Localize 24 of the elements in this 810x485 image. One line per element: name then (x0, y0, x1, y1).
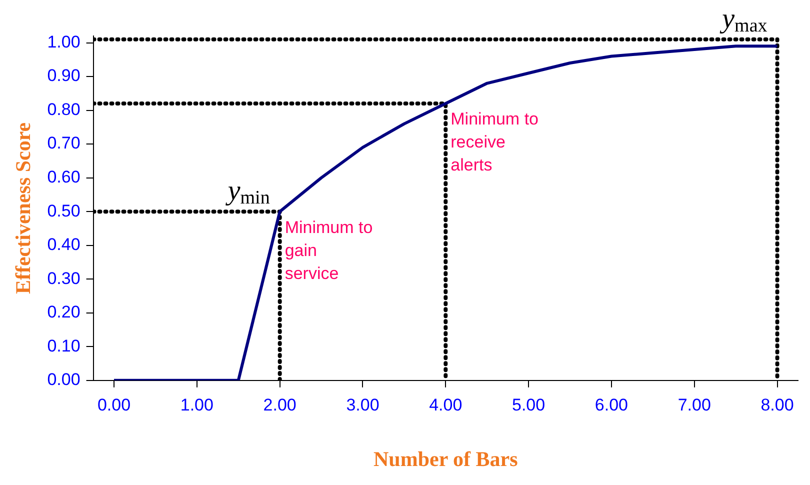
y-axis-title: Effectiveness Score (11, 122, 36, 294)
annotation: Minimum to gain service (284, 218, 373, 283)
y-tick-label: 0.60 (47, 168, 80, 186)
y-tick-label: 0.50 (47, 201, 80, 220)
x-tick-label: 0.00 (97, 395, 131, 414)
x-tick-label: 7.00 (678, 395, 711, 414)
y-tick-label: 0.80 (47, 100, 80, 119)
x-tick-label: 5.00 (512, 395, 546, 414)
y-tick-label: 0.40 (47, 235, 80, 254)
x-tick-label: 2.00 (263, 395, 296, 414)
annotation: Minimum to receive alerts (450, 110, 539, 175)
y-tick-label: 0.70 (47, 134, 80, 153)
y-tick-label: 0.30 (47, 268, 80, 288)
x-tick-label: 6.00 (594, 395, 628, 414)
x-axis-title: Number of Bars (374, 446, 518, 471)
y-tick-label: 0.20 (47, 302, 80, 322)
y-tick-label: 0.90 (47, 66, 80, 86)
x-tick-label: 4.00 (429, 395, 462, 414)
x-tick-label: 8.00 (760, 395, 794, 414)
x-tick-label: 3.00 (346, 395, 380, 414)
y-tick-label: 0.10 (47, 336, 80, 356)
y-tick-label: 0.00 (47, 370, 80, 390)
x-tick-label: 1.00 (180, 395, 214, 414)
y-tick-label: 1.00 (47, 32, 80, 52)
